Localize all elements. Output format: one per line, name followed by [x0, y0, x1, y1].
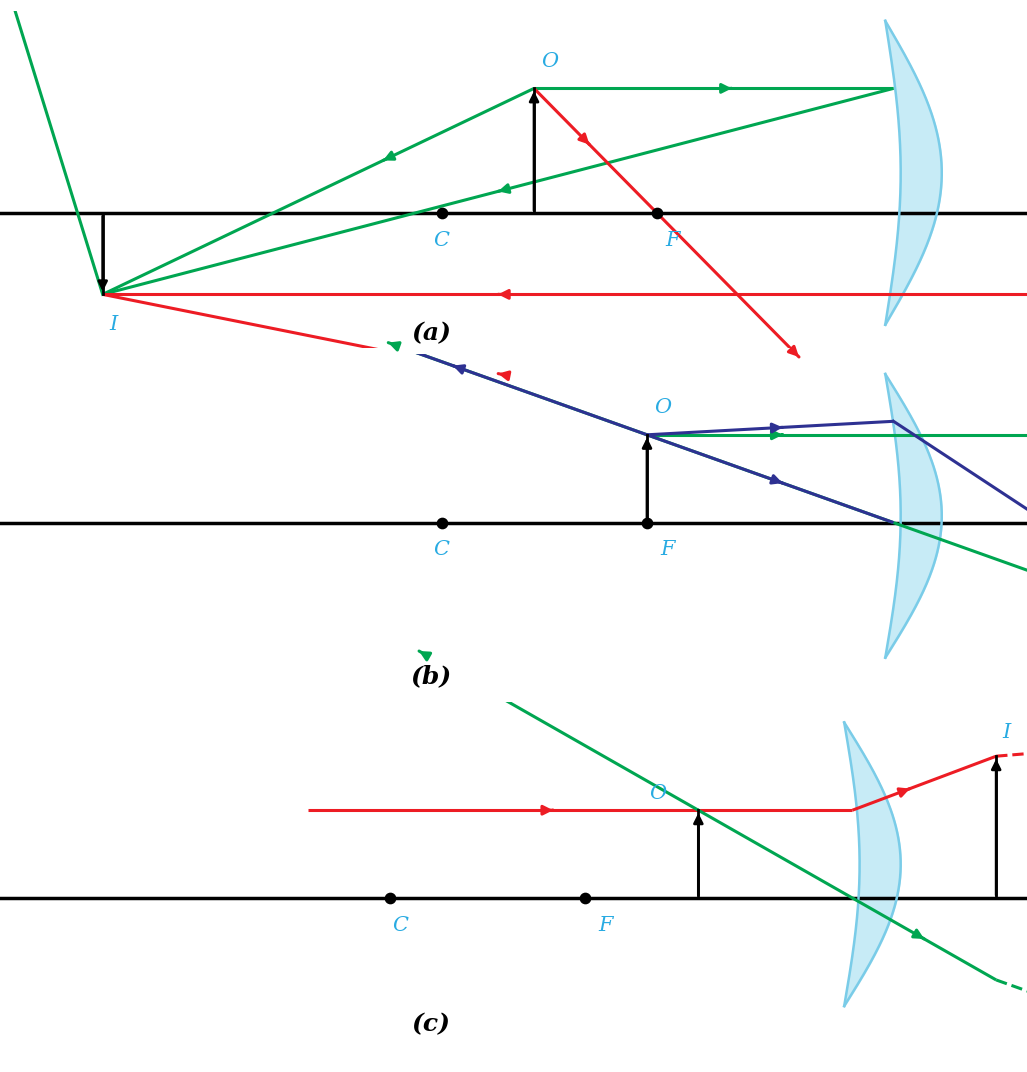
Point: [382, 890, 398, 907]
Text: (a): (a): [412, 321, 451, 345]
Point: [577, 890, 594, 907]
Text: F: F: [665, 230, 680, 250]
Text: (c): (c): [412, 1012, 451, 1037]
Point: [433, 515, 450, 532]
Text: F: F: [599, 915, 613, 935]
Point: [649, 205, 665, 222]
Text: O: O: [654, 399, 671, 417]
Text: O: O: [649, 784, 665, 803]
Text: O: O: [541, 51, 558, 71]
Text: C: C: [392, 915, 409, 935]
Text: C: C: [433, 540, 450, 560]
Text: (b): (b): [411, 664, 452, 688]
Point: [639, 515, 655, 532]
Point: [433, 205, 450, 222]
Text: I: I: [109, 315, 117, 334]
Text: I: I: [1002, 723, 1011, 742]
Text: F: F: [660, 540, 675, 560]
Text: C: C: [433, 230, 450, 250]
